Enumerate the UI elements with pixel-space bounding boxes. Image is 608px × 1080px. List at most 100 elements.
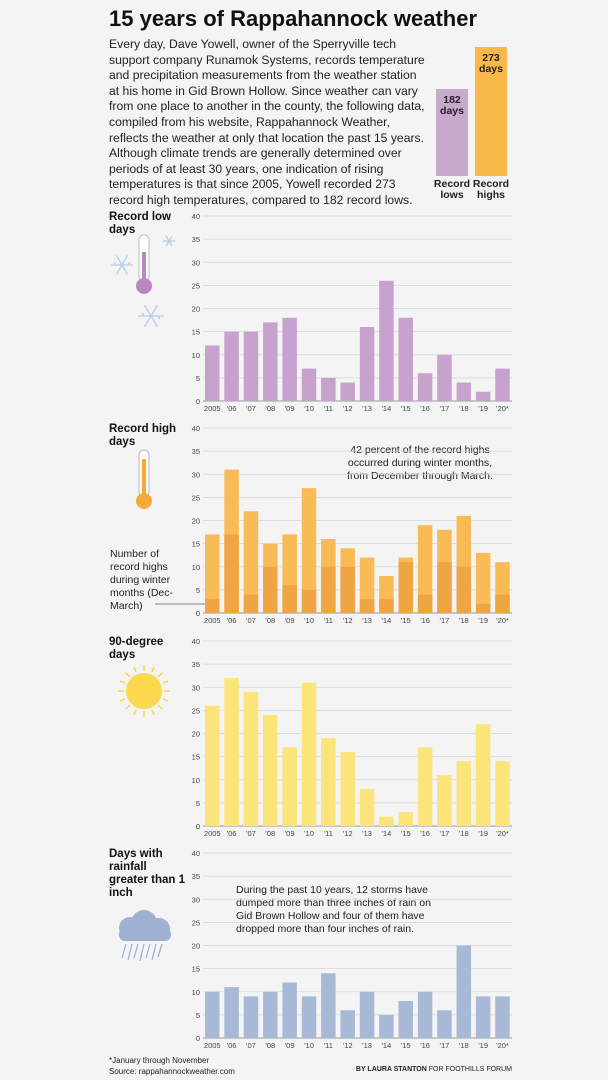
x-tick-label: '12 (343, 829, 353, 838)
bar (301, 682, 317, 826)
y-tick-label: 5 (196, 799, 200, 808)
x-tick-label: '08 (265, 829, 275, 838)
x-tick-label: '11 (324, 1041, 333, 1050)
winter-bar (456, 566, 472, 613)
x-tick-label: '13 (362, 829, 372, 838)
bar (437, 1010, 452, 1038)
bar (282, 317, 297, 401)
winter-bar (243, 594, 259, 613)
winter-bar (301, 589, 317, 613)
bar (263, 322, 278, 401)
y-tick-label: 5 (196, 586, 200, 595)
y-tick-label: 0 (196, 1034, 200, 1043)
y-tick-label: 20 (192, 730, 200, 739)
winter-percent-note: 42 percent of the record highs occurred … (347, 444, 493, 482)
record-highs-value: 273 days (479, 52, 503, 75)
bar (417, 525, 433, 613)
x-tick-label: '18 (459, 404, 469, 413)
winter-series-label: Number of record highs during winter mon… (110, 548, 174, 612)
x-tick-label: '09 (285, 404, 295, 413)
record-low-title: Record low days (109, 211, 171, 236)
record-high-title: Record high days (109, 423, 177, 448)
bar (437, 775, 452, 826)
y-tick-label: 30 (192, 258, 200, 267)
x-tick-label: '08 (265, 616, 275, 625)
bar (417, 373, 433, 401)
winter-bar (282, 585, 297, 613)
x-tick-label: '12 (343, 1041, 353, 1050)
x-tick-label: '07 (246, 616, 256, 625)
x-tick-label: '14 (382, 404, 392, 413)
x-tick-label: '06 (227, 829, 237, 838)
bar (398, 1001, 413, 1038)
x-tick-label: 2005 (204, 829, 221, 838)
x-tick-label: '10 (304, 404, 314, 413)
y-tick-label: 10 (192, 351, 200, 360)
y-tick-label: 25 (192, 918, 200, 927)
x-tick-label: '11 (324, 404, 333, 413)
bar (475, 391, 491, 401)
bar (243, 691, 259, 826)
winter-bar (321, 566, 336, 613)
y-tick-label: 40 (192, 637, 200, 646)
y-tick-label: 35 (192, 872, 200, 881)
y-tick-label: 20 (192, 517, 200, 526)
y-tick-label: 30 (192, 470, 200, 479)
bar (301, 368, 317, 401)
bar (243, 996, 259, 1038)
x-tick-label: '20* (496, 404, 509, 413)
x-tick-label: '08 (265, 1041, 275, 1050)
x-tick-label: '19 (478, 1041, 488, 1050)
x-tick-label: '20* (496, 829, 509, 838)
y-tick-label: 15 (192, 328, 200, 337)
y-tick-label: 0 (196, 397, 200, 406)
storms-note: During the past 10 years, 12 storms have… (236, 884, 431, 935)
x-tick-label: 2005 (204, 616, 221, 625)
winter-leader-line (155, 603, 205, 605)
bar (224, 987, 239, 1038)
intro-paragraph: Every day, Dave Yowell, owner of the Spe… (109, 37, 425, 207)
y-tick-label: 10 (192, 563, 200, 572)
x-tick-label: '14 (382, 616, 392, 625)
winter-bar (205, 599, 220, 613)
bar (495, 996, 510, 1038)
y-tick-label: 15 (192, 965, 200, 974)
winter-bar (224, 534, 239, 613)
x-tick-label: '10 (304, 616, 314, 625)
x-tick-label: '15 (401, 404, 411, 413)
x-tick-label: '07 (246, 1041, 256, 1050)
x-tick-label: '17 (440, 1041, 450, 1050)
bar (224, 678, 239, 826)
y-tick-label: 10 (192, 988, 200, 997)
x-tick-label: '12 (343, 404, 353, 413)
credit-author: BY LAURA STANTON (355, 1066, 427, 1073)
bar (205, 991, 220, 1038)
source-note: Source: rappahannockweather.com (109, 1067, 235, 1076)
bar (321, 738, 336, 826)
winter-bar (379, 599, 394, 613)
bar (475, 996, 491, 1038)
bar (282, 747, 297, 826)
thermometer-cold-icon (111, 234, 175, 328)
x-tick-label: 2005 (204, 404, 221, 413)
x-tick-label: '18 (459, 829, 469, 838)
y-tick-label: 35 (192, 447, 200, 456)
x-tick-label: '13 (362, 616, 372, 625)
winter-bar (417, 594, 433, 613)
bar (340, 1010, 355, 1038)
x-tick-label: '16 (420, 1041, 430, 1050)
page-title: 15 years of Rappahannock weather (109, 6, 478, 31)
y-tick-label: 5 (196, 1011, 200, 1020)
rainfall-title: Days with rainfall greater than 1 inch (109, 848, 186, 899)
y-tick-label: 40 (192, 212, 200, 221)
bar (205, 705, 220, 826)
x-tick-label: '14 (382, 1041, 392, 1050)
x-tick-label: '19 (478, 404, 488, 413)
bar (340, 752, 355, 826)
bar (263, 991, 278, 1038)
bar (495, 761, 510, 826)
x-tick-label: '17 (440, 404, 450, 413)
x-tick-label: '12 (343, 616, 353, 625)
x-tick-label: '09 (285, 829, 295, 838)
x-tick-label: '16 (420, 404, 430, 413)
